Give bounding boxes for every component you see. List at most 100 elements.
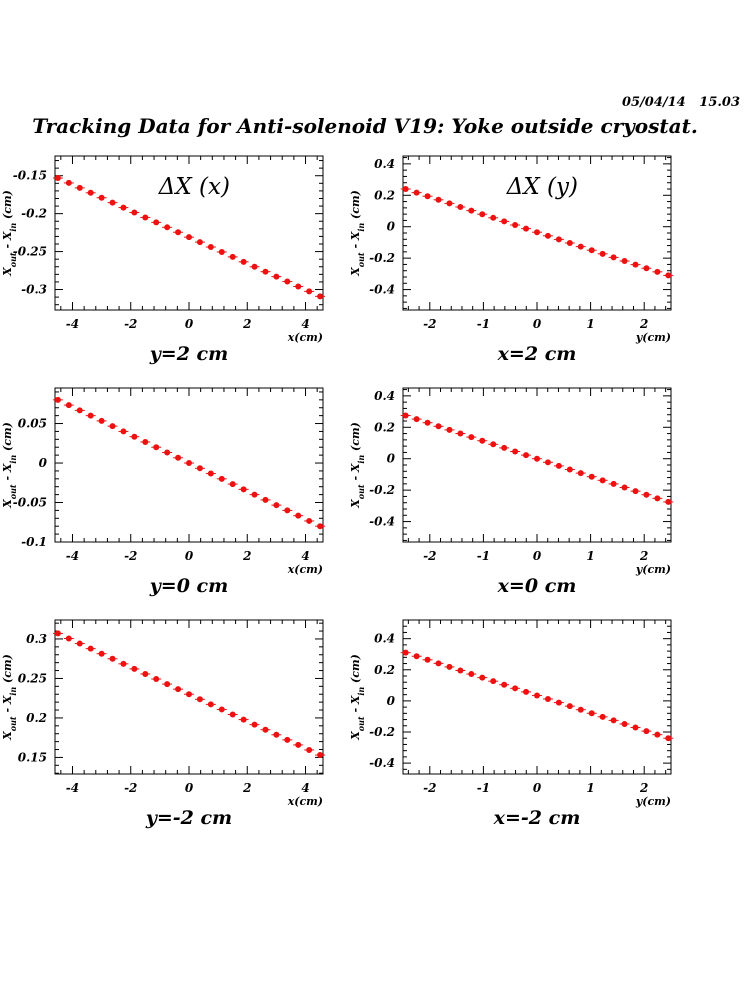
x-tick-label: -4 [66,549,79,563]
data-point [665,272,672,279]
data-point [109,423,116,430]
data-point [317,523,324,530]
data-point [65,179,72,186]
data-point [501,444,508,451]
x-tick-label: 2 [242,317,251,331]
data-point [120,428,127,435]
y-tick-label: -0.4 [369,515,395,529]
data-point [599,250,606,257]
y-tick-label: -0.2 [369,725,395,739]
data-point [621,720,628,727]
data-point [76,407,83,414]
data-point [665,735,672,742]
y-tick-label: 0 [39,456,48,470]
data-point [446,663,453,670]
data-point [468,207,475,214]
x-tick-label: -2 [423,549,436,563]
x-axis-label: y(cm) [635,331,671,344]
data-point [599,713,606,720]
data-point [284,736,291,743]
data-point [468,434,475,441]
y-tick-label: 0.2 [374,663,395,677]
data-point [654,268,661,275]
x-tick-label: -2 [124,781,137,795]
data-point [186,234,192,241]
data-point [555,236,562,243]
x-tick-label: 1 [586,781,594,795]
data-point [262,496,269,503]
y-tick-label: -0.2 [369,483,395,497]
y-tick-label: 0 [387,452,396,466]
data-point [523,688,530,695]
data-point [196,239,203,246]
data-point [229,253,236,260]
data-point [512,448,519,455]
data-point [654,731,661,738]
data-point [610,480,617,487]
data-point [654,495,661,502]
y-tick-label: 0.2 [374,420,395,434]
y-axis-label: Xout - Xin (cm) [349,190,366,277]
data-point [153,219,160,226]
data-point [142,214,149,221]
panel-title: ΔX (x) [158,174,230,200]
data-point [306,517,313,524]
data-point [295,741,302,748]
data-point [544,696,551,703]
x-tick-label: -2 [423,317,436,331]
data-point [65,402,72,409]
data-point [306,288,313,295]
data-point [621,258,628,265]
timestamp: 05/04/14 15.03 [621,95,740,110]
data-point [284,278,291,285]
x-tick-label: 0 [185,549,194,563]
y-tick-label: 0.2 [26,711,47,725]
data-point [435,196,442,203]
data-point [577,470,584,477]
x-tick-label: 0 [533,781,542,795]
x-tick-label: 2 [639,549,648,563]
x-tick-label: -4 [66,781,79,795]
y-tick-label: -0.2 [369,251,395,265]
data-point [98,194,105,201]
panel-caption: x=2 cm [497,343,577,365]
data-point [120,204,127,211]
data-point [295,512,302,519]
panel-caption: y=2 cm [149,343,228,365]
data-point [175,454,182,461]
data-point [87,412,94,419]
data-point [523,452,530,459]
data-point [240,486,247,493]
data-point [76,640,83,647]
x-tick-label: 0 [185,781,194,795]
y-tick-label: -0.4 [369,283,395,297]
data-point [262,268,269,275]
data-point [555,462,562,469]
data-point [424,193,431,200]
x-axis-label: y(cm) [635,795,671,808]
data-point [164,449,171,456]
data-point [446,200,453,207]
panel-caption: y=0 cm [149,575,228,597]
data-point [566,466,573,473]
data-point [512,685,519,692]
y-tick-label: 0.2 [374,188,395,202]
data-point [153,676,160,683]
y-tick-label: 0.4 [374,389,395,403]
data-point [577,706,584,713]
data-point [175,686,182,693]
page-title: Tracking Data for Anti-solenoid V19: Yok… [32,114,698,138]
data-point [153,444,160,451]
x-tick-label: -2 [124,549,137,563]
data-point [610,717,617,724]
data-point [490,214,497,221]
x-tick-label: 0 [533,317,542,331]
data-point [555,699,562,706]
data-point [457,430,464,437]
data-point [402,649,409,656]
y-tick-label: 0.25 [18,671,47,685]
data-point [273,731,280,738]
data-point [610,254,617,261]
data-point [196,696,203,703]
data-point [131,665,138,672]
